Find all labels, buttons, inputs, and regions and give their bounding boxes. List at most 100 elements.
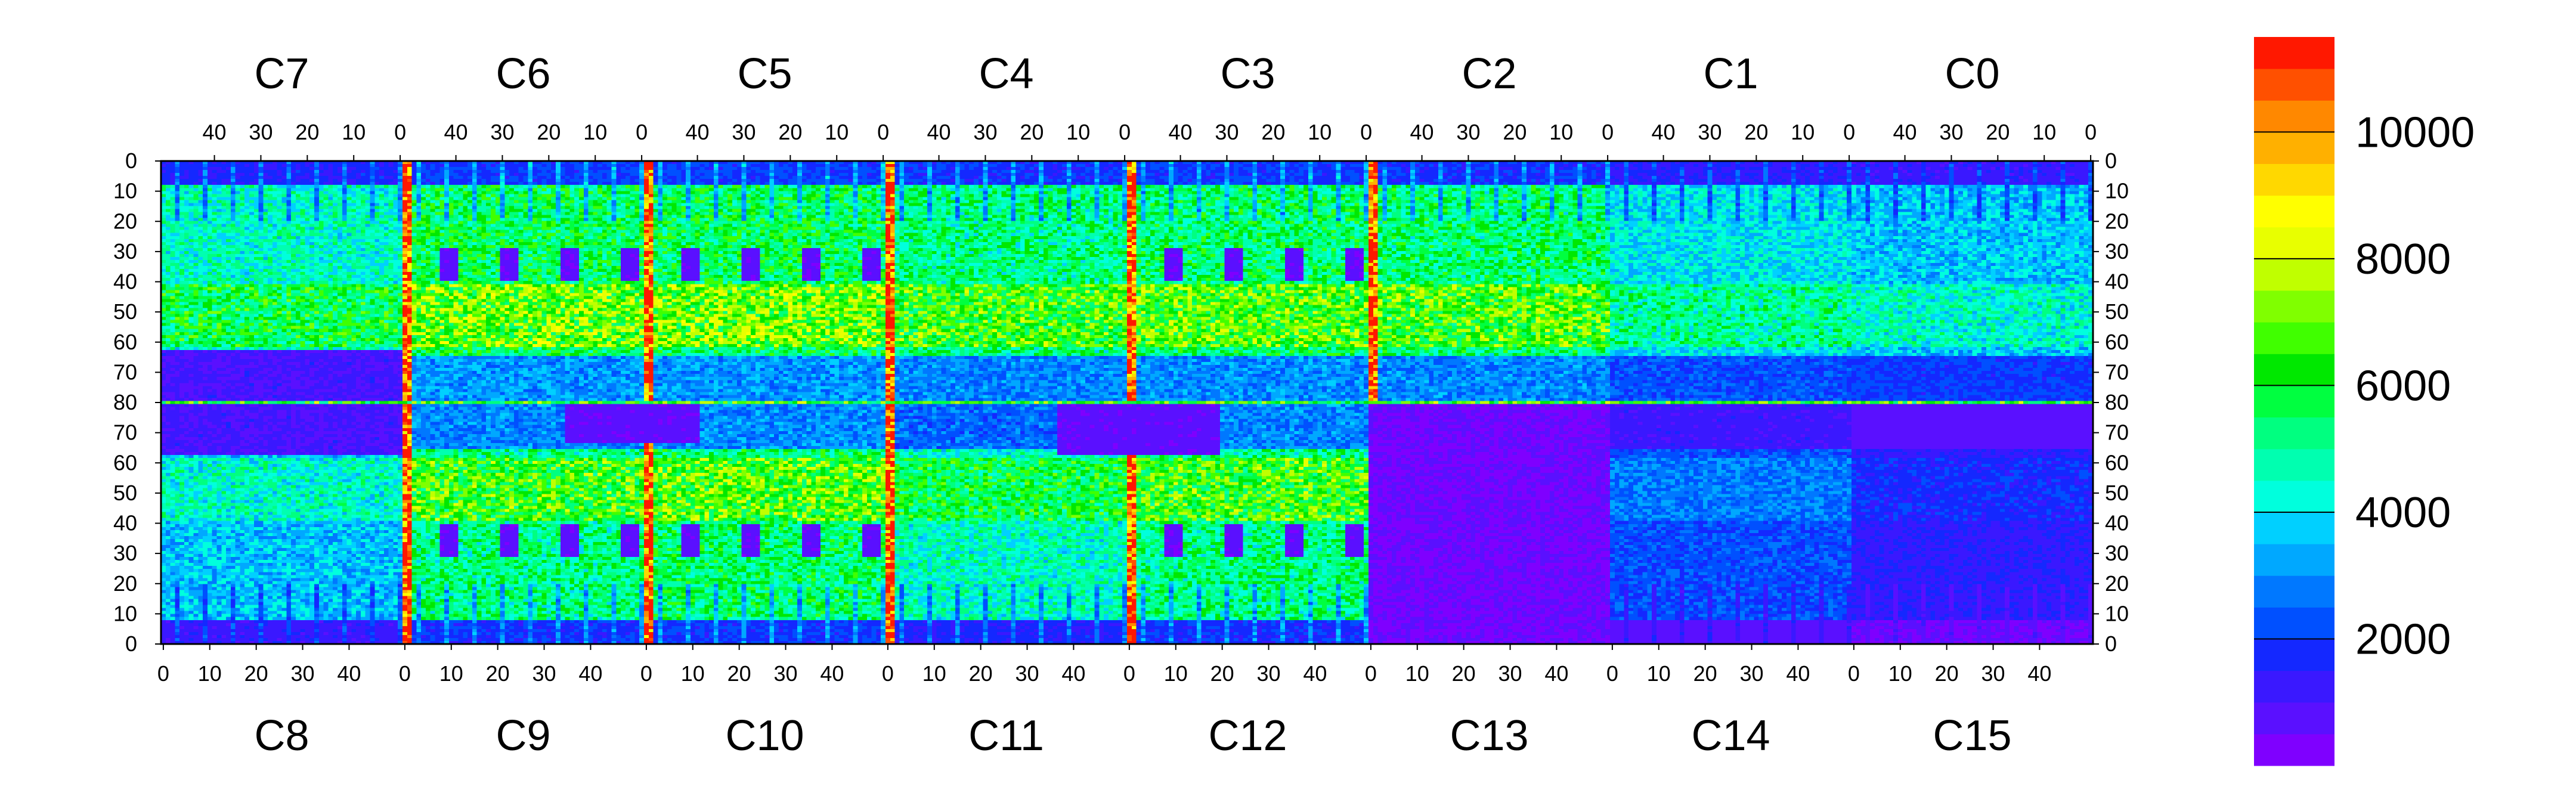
colorbar-segment xyxy=(2254,607,2334,639)
y-tick-label-right: 0 xyxy=(2105,631,2117,656)
top-tick-label: 20 xyxy=(537,120,561,144)
bottom-tick-label: 40 xyxy=(1544,661,1568,686)
colorbar-segment xyxy=(2254,417,2334,450)
chip-labels: C7 C8 C6 C9 C5 C10 C4 C11 C3 C12 C2 C13 C1 C14 C0 C15 xyxy=(254,50,2011,760)
colorbar-segment xyxy=(2254,448,2334,481)
chip-label-bottom: C13 xyxy=(1450,712,1528,760)
bottom-tick-label: 10 xyxy=(1164,661,1188,686)
top-tick-label: 10 xyxy=(1066,120,1090,144)
y-tick-label-left: 70 xyxy=(113,420,137,445)
colorbar-segment xyxy=(2254,290,2334,323)
top-tick-label: 0 xyxy=(636,120,648,144)
bottom-tick-label: 30 xyxy=(532,661,556,686)
colorbar-segment xyxy=(2254,575,2334,608)
chip-label-top: C1 xyxy=(1703,50,1758,98)
colorbar-segment xyxy=(2254,702,2334,735)
colorbar-segment xyxy=(2254,37,2334,69)
colorbar-segment xyxy=(2254,512,2334,544)
colorbar-tick-label: 4000 xyxy=(2355,489,2451,537)
bottom-tick-label: 20 xyxy=(1935,661,1959,686)
bottom-tick-label: 20 xyxy=(969,661,993,686)
bottom-tick-label: 10 xyxy=(1405,661,1429,686)
top-tick-label: 40 xyxy=(1169,120,1193,144)
bottom-tick-label: 40 xyxy=(2027,661,2051,686)
top-tick-label: 10 xyxy=(1791,120,1815,144)
bottom-tick-label: 10 xyxy=(1888,661,1912,686)
colorbar-segment xyxy=(2254,670,2334,703)
colorbar-segment xyxy=(2254,195,2334,228)
bottom-tick-label: 0 xyxy=(640,661,652,686)
y-tick-label-left: 40 xyxy=(113,511,137,535)
top-tick-label: 20 xyxy=(1261,120,1285,144)
y-tick-label-left: 30 xyxy=(113,239,137,264)
top-tick-label: 10 xyxy=(342,120,366,144)
colorbar-segment xyxy=(2254,385,2334,418)
chip-label-bottom: C11 xyxy=(968,712,1044,760)
chip-label-top: C5 xyxy=(737,50,792,98)
colorbar: 2000 4000 6000 8000 10000 xyxy=(2254,37,2475,766)
y-tick-label-right: 20 xyxy=(2105,571,2129,596)
top-tick-label: 40 xyxy=(686,120,710,144)
bottom-tick-label: 0 xyxy=(157,661,169,686)
top-tick-label: 20 xyxy=(1020,120,1044,144)
y-tick-label-left: 20 xyxy=(113,209,137,233)
colorbar-segment xyxy=(2254,322,2334,354)
top-tick-label: 40 xyxy=(1410,120,1434,144)
chip-label-bottom: C9 xyxy=(496,712,550,760)
bottom-tick-label: 40 xyxy=(1786,661,1810,686)
top-tick-label: 40 xyxy=(927,120,951,144)
top-tick-label: 40 xyxy=(1893,120,1917,144)
bottom-tick-label: 20 xyxy=(1452,661,1476,686)
bottom-tick-label: 0 xyxy=(1365,661,1377,686)
bottom-tick-label: 10 xyxy=(439,661,463,686)
y-tick-label-right: 0 xyxy=(2105,148,2117,173)
chip-label-top: C4 xyxy=(979,50,1033,98)
top-tick-label: 30 xyxy=(732,120,756,144)
bottom-tick-label: 30 xyxy=(1740,661,1764,686)
colorbar-segment xyxy=(2254,544,2334,576)
bottom-tick-label: 0 xyxy=(1123,661,1135,686)
colorbar-segment xyxy=(2254,163,2334,196)
top-tick-label: 30 xyxy=(1939,120,1963,144)
bottom-tick-label: 40 xyxy=(337,661,361,686)
bottom-tick-label: 20 xyxy=(1210,661,1234,686)
y-tick-label-right: 80 xyxy=(2105,390,2129,414)
bottom-tick-label: 20 xyxy=(244,661,268,686)
colorbar-tick-label: 2000 xyxy=(2355,615,2451,663)
top-tick-label: 10 xyxy=(825,120,849,144)
bottom-tick-label: 20 xyxy=(486,661,510,686)
top-tick-label: 30 xyxy=(249,120,273,144)
y-tick-label-right: 30 xyxy=(2105,541,2129,565)
bottom-tick-label: 30 xyxy=(1981,661,2005,686)
top-tick-label: 0 xyxy=(2085,120,2097,144)
bottom-tick-label: 30 xyxy=(774,661,798,686)
top-tick-label: 30 xyxy=(490,120,514,144)
bottom-tick-label: 40 xyxy=(1061,661,1085,686)
y-tick-label-right: 20 xyxy=(2105,209,2129,233)
chip-label-bottom: C8 xyxy=(254,712,309,760)
top-tick-label: 20 xyxy=(1503,120,1527,144)
bottom-tick-label: 10 xyxy=(198,661,222,686)
top-tick-label: 20 xyxy=(295,120,319,144)
y-tick-label-right: 70 xyxy=(2105,360,2129,384)
bottom-tick-label: 40 xyxy=(820,661,844,686)
y-tick-label-left: 50 xyxy=(113,299,137,324)
colorbar-segment xyxy=(2254,480,2334,513)
top-tick-label: 10 xyxy=(2032,120,2056,144)
y-tick-label-right: 40 xyxy=(2105,270,2129,294)
colorbar-segment xyxy=(2254,227,2334,259)
top-tick-label: 20 xyxy=(778,120,802,144)
bottom-tick-label: 20 xyxy=(727,661,751,686)
top-tick-label: 10 xyxy=(583,120,607,144)
colorbar-segment xyxy=(2254,132,2334,165)
y-tick-label-right: 30 xyxy=(2105,239,2129,264)
colorbar-tick-label: 6000 xyxy=(2355,362,2451,410)
top-tick-label: 10 xyxy=(1308,120,1332,144)
chip-label-top: C7 xyxy=(254,50,309,98)
bottom-tick-label: 0 xyxy=(1606,661,1618,686)
bottom-tick-label: 30 xyxy=(291,661,315,686)
y-tick-label-right: 70 xyxy=(2105,420,2129,445)
bottom-tick-label: 0 xyxy=(882,661,894,686)
